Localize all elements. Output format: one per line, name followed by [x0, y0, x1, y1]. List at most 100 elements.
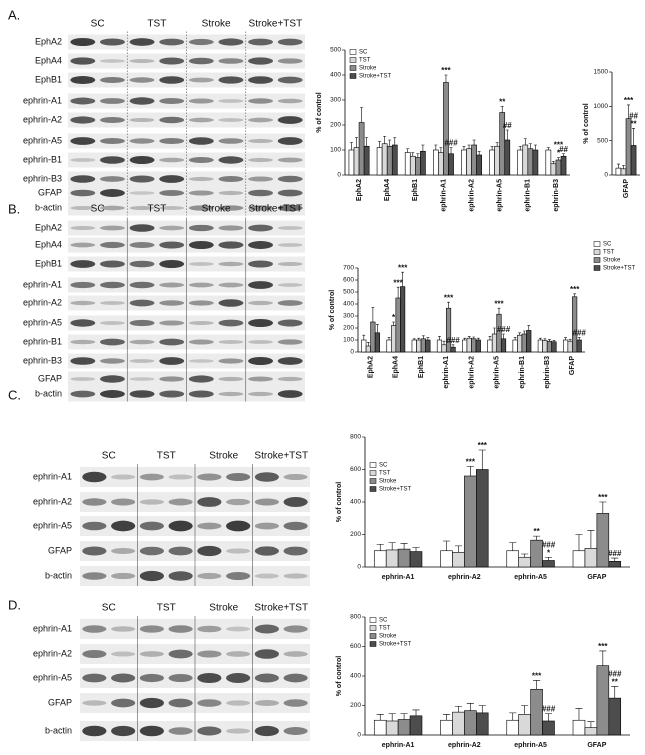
legend-swatch — [593, 249, 601, 255]
blot-band — [111, 673, 136, 683]
blot-band — [248, 391, 274, 397]
blot-band — [159, 38, 185, 46]
significance-label: ### — [542, 540, 556, 549]
error-bar — [544, 713, 553, 721]
x-tick-label: GFAP — [587, 574, 606, 581]
panel-label: B. — [8, 201, 20, 216]
blot-band — [168, 698, 193, 708]
blot-band — [218, 358, 244, 364]
blot-band — [99, 281, 125, 289]
y-tick-label: 800 — [350, 434, 361, 441]
blot-band — [248, 138, 274, 144]
blot-band — [218, 118, 244, 122]
blot-band — [226, 520, 251, 532]
legend-swatch — [369, 462, 377, 468]
blot-band — [159, 241, 185, 249]
blot-band — [277, 261, 303, 267]
bar — [608, 561, 622, 568]
blot-band — [159, 376, 185, 382]
blot-band — [188, 282, 214, 288]
error-bar — [417, 337, 421, 340]
blot-band — [277, 300, 303, 306]
protein-label: GFAP — [48, 545, 72, 555]
y-tick-label: 500 — [343, 289, 354, 296]
legend-swatch — [369, 625, 377, 631]
blot-band — [159, 175, 185, 183]
protein-label: ephrin-B1 — [23, 336, 62, 346]
bar — [530, 539, 543, 568]
blot-band — [248, 57, 274, 65]
significance-label: ## — [559, 145, 568, 154]
blot-band — [70, 57, 96, 65]
blot-band — [159, 157, 185, 163]
blot-band — [283, 546, 308, 556]
blot-band — [129, 175, 155, 183]
blot-band — [159, 206, 185, 210]
blot-band — [188, 375, 214, 383]
blot-band — [129, 77, 155, 83]
bar — [475, 469, 489, 568]
blot-band — [226, 498, 251, 506]
blot-band — [218, 299, 244, 307]
blot-band — [218, 99, 244, 103]
blot-band — [277, 376, 303, 382]
protein-label: ephrin-B1 — [23, 154, 62, 164]
y-tick-label: 500 — [597, 137, 608, 144]
significance-label: ### — [573, 329, 587, 338]
error-bar — [387, 337, 391, 340]
error-bar — [400, 543, 408, 550]
blot-band — [248, 98, 274, 104]
protein-label: ephrin-B3 — [23, 355, 62, 365]
blot-band — [188, 224, 214, 232]
legend-label: TST — [603, 250, 615, 256]
blot-band — [159, 57, 185, 65]
y-tick-label: 300 — [343, 313, 354, 320]
bar — [584, 548, 598, 568]
legend-label: Stroke+TST — [603, 266, 636, 272]
blot-band — [129, 242, 155, 248]
y-tick-label: 600 — [343, 277, 354, 284]
protein-label: ephrin-A5 — [33, 672, 72, 682]
panel-label: C. — [8, 387, 21, 402]
group-label: SC — [102, 603, 116, 614]
blot-band — [218, 138, 244, 144]
blot-band — [82, 521, 107, 531]
blot-band — [254, 546, 279, 556]
x-tick-label: ephrin-B3 — [553, 179, 560, 212]
bar — [572, 719, 586, 736]
error-bar — [551, 160, 555, 164]
significance-label: *** — [466, 457, 476, 466]
legend-label: Stroke — [359, 66, 377, 72]
protein-label: GFAP — [38, 187, 62, 197]
protein-label: EphB1 — [35, 74, 62, 84]
error-bar — [573, 293, 577, 297]
blot-band — [82, 546, 107, 556]
blot-band — [159, 338, 185, 346]
x-tick-label: GFAP — [587, 742, 606, 749]
bar — [522, 144, 529, 176]
legend-label: SC — [379, 618, 388, 624]
blot-band — [70, 97, 96, 105]
blot-band — [283, 473, 308, 481]
protein-label: ephrin-A5 — [23, 317, 62, 327]
blot-band — [188, 117, 214, 123]
blot-band — [218, 175, 244, 183]
blot-band — [248, 319, 274, 327]
blot-band — [159, 300, 185, 306]
bar — [436, 339, 443, 353]
blot-band — [197, 650, 222, 658]
blot-band — [197, 497, 222, 507]
blot-band — [70, 377, 96, 381]
blot-band — [218, 225, 244, 231]
blot-band — [159, 189, 185, 197]
bar — [358, 122, 365, 176]
blot-band — [188, 359, 214, 363]
error-bar — [478, 449, 486, 470]
error-bar — [518, 332, 522, 336]
error-bar — [611, 557, 619, 562]
blot-band — [197, 545, 222, 557]
bar — [461, 149, 467, 176]
error-bar — [495, 142, 499, 147]
error-bar — [355, 137, 359, 148]
blot-band — [248, 76, 274, 84]
